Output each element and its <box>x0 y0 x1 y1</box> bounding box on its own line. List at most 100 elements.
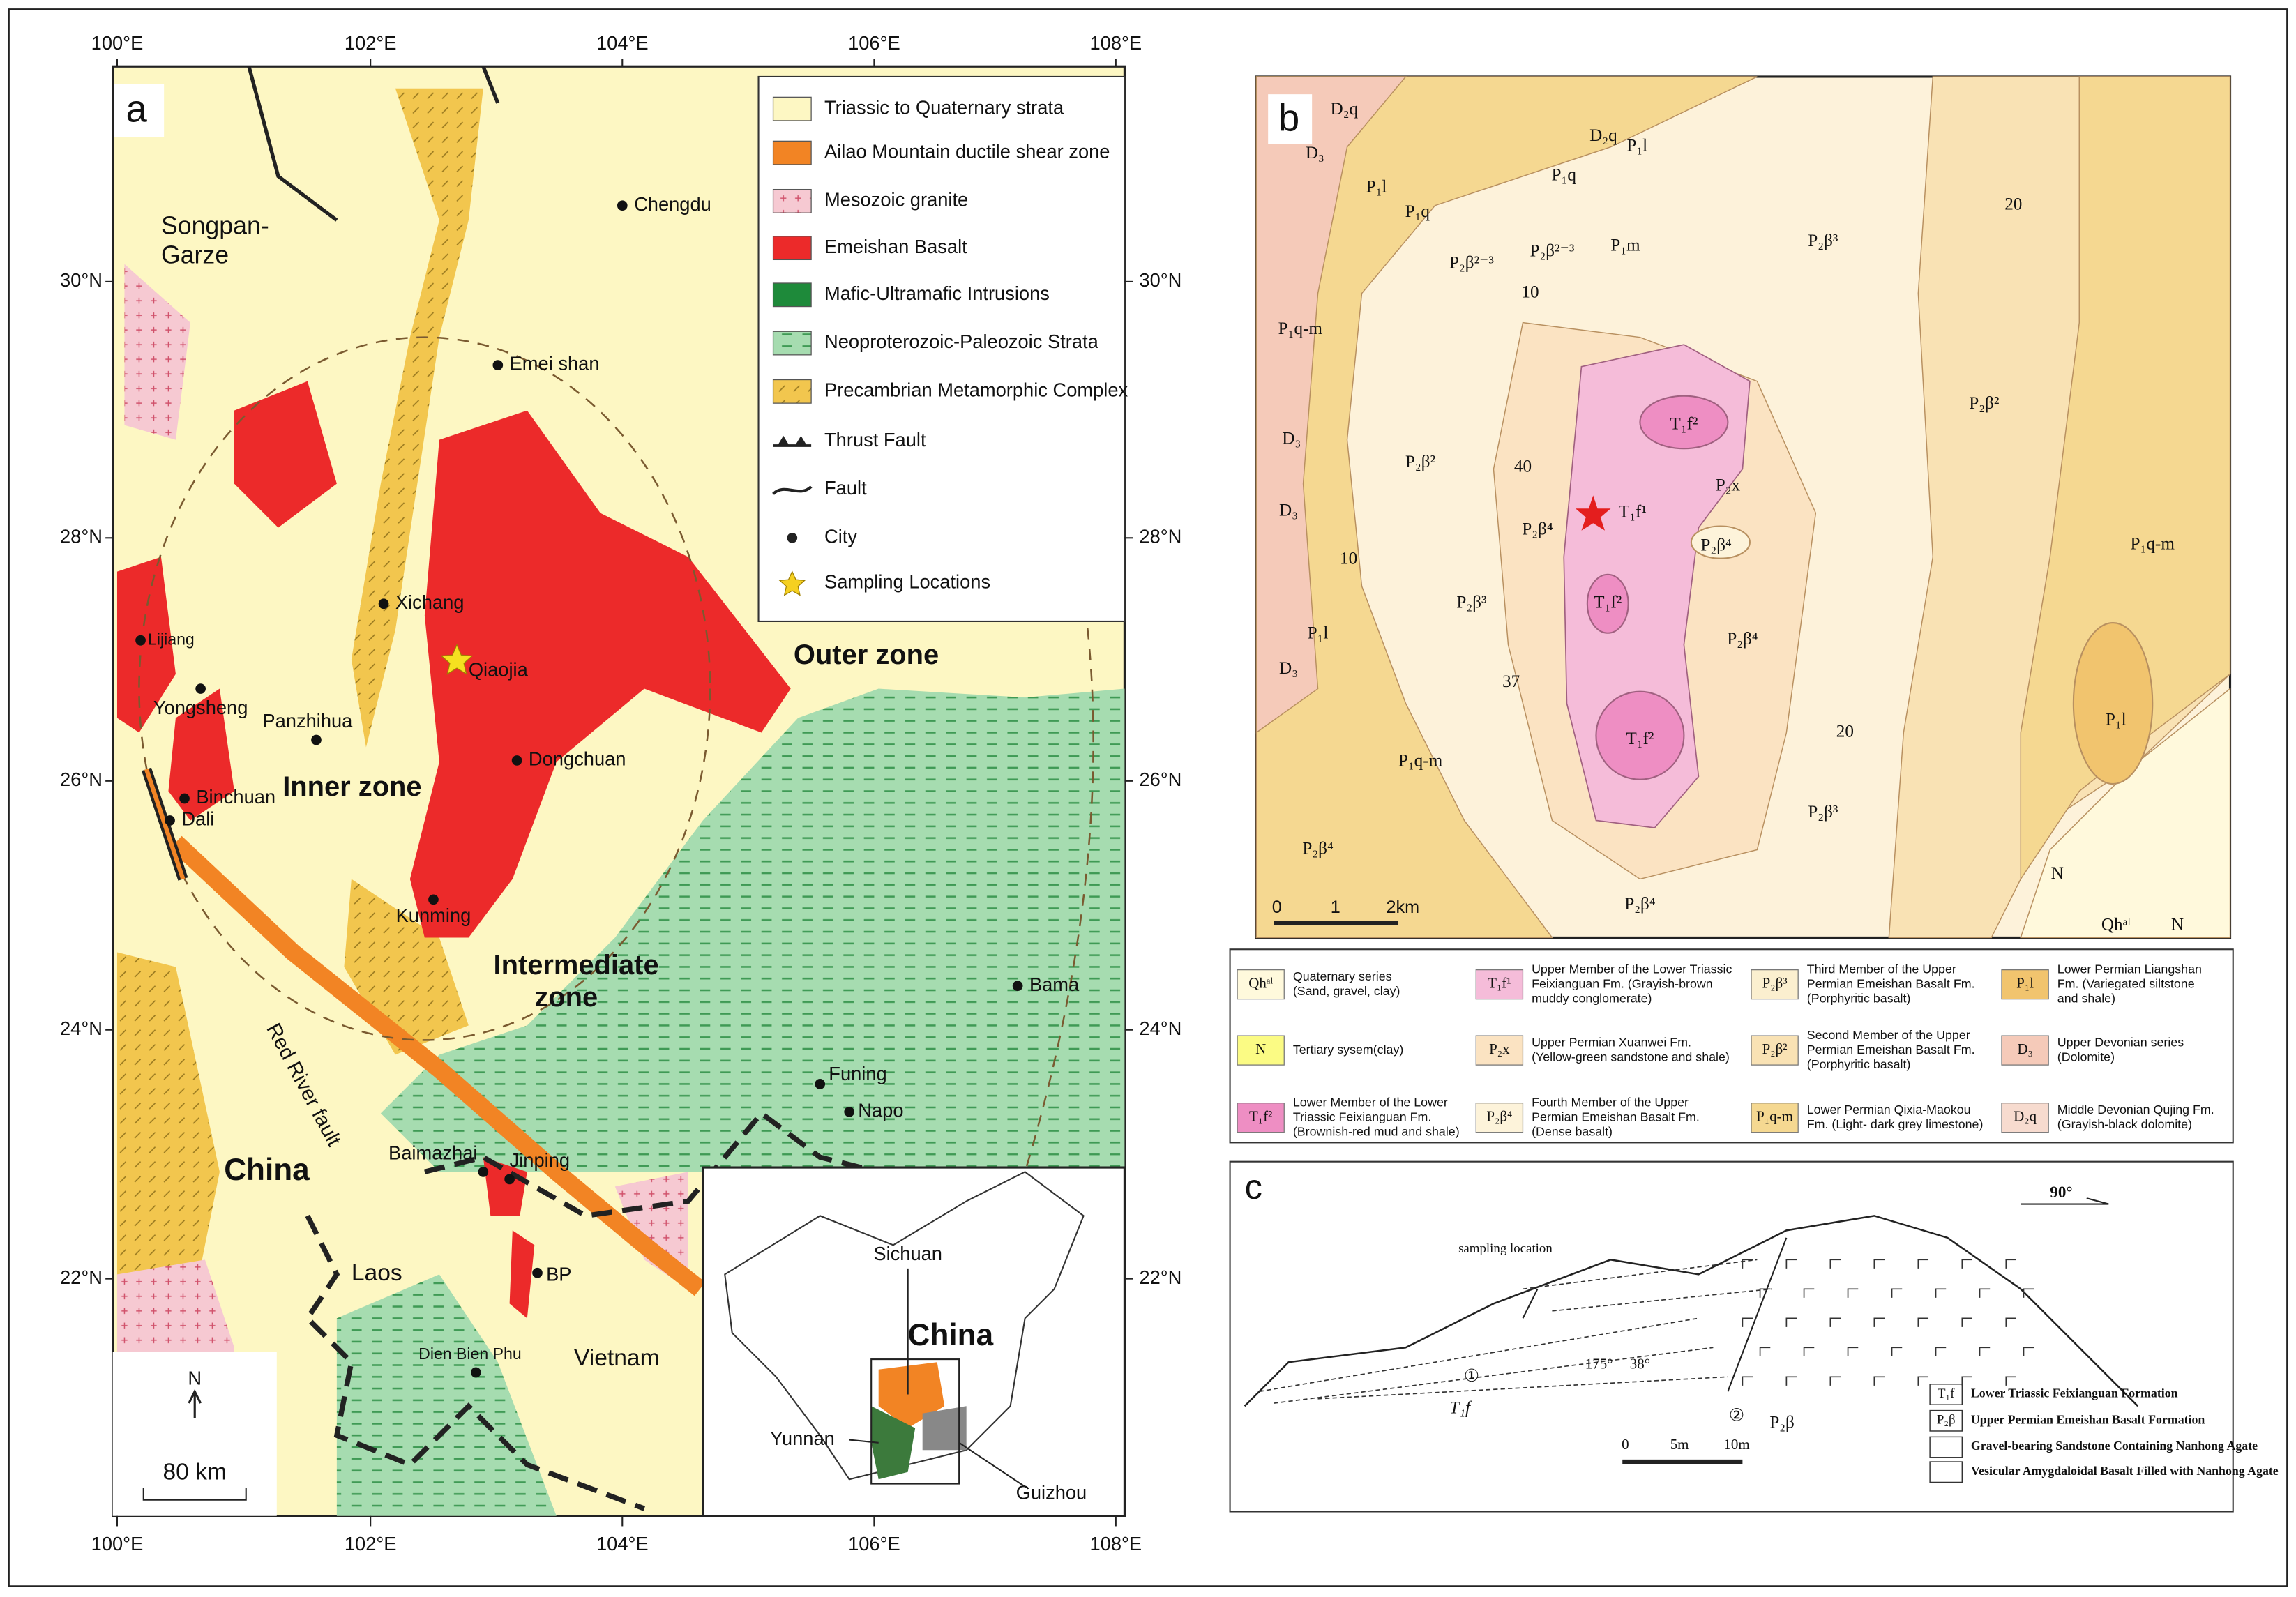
basalt-area <box>409 410 791 938</box>
scale-label: 1 <box>1331 898 1340 917</box>
legend-label: Upper Permian Emeishan Basalt Formation <box>1971 1412 2205 1426</box>
region-label: Songpan- <box>161 212 269 240</box>
legend-label: Lower Member of the Lower <box>1293 1095 1448 1109</box>
basalt-symbol <box>1891 1288 1903 1298</box>
city-marker <box>311 734 322 745</box>
unit-label: 20 <box>1836 722 1854 741</box>
legend-swatch <box>1237 969 1285 1000</box>
lon-tick-label: 106°E <box>848 1533 900 1554</box>
lon-tick-label: 100°E <box>91 1533 144 1554</box>
province-label: Guizhou <box>1016 1481 1087 1503</box>
lat-tick-label: 30°N <box>1139 269 1181 291</box>
national-border <box>304 1110 879 1511</box>
unit-label: P₂β⁴ <box>1522 520 1553 539</box>
legend-symbol <box>772 485 813 495</box>
unit-label: T₁f¹ <box>1619 502 1647 521</box>
lat-tick-label: 24°N <box>60 1017 103 1039</box>
unit-area <box>1255 76 1407 734</box>
formation-label: P₂β <box>1769 1413 1795 1432</box>
basalt-symbol <box>1935 1347 1947 1356</box>
legend-swatch <box>772 282 812 308</box>
city-label: Panzhihua <box>262 710 353 732</box>
city-label: Xichang <box>395 591 465 613</box>
basalt-area <box>234 381 337 528</box>
legend-label: Sampling Locations <box>824 571 990 593</box>
unit-area <box>2020 688 2231 939</box>
unit-area <box>1586 573 1629 634</box>
lat-tick-label: 30°N <box>60 269 103 291</box>
unit-label: T₁f² <box>1594 593 1622 612</box>
legend-label: Lower Permian Qixia-Maokou <box>1807 1103 1971 1117</box>
city-label: Dali <box>181 808 214 830</box>
basalt-symbol <box>1742 1376 1753 1386</box>
unit-label: T₁f² <box>1626 729 1654 748</box>
legend-symbol: T₁f² <box>1249 1108 1272 1125</box>
city-label: BP <box>546 1264 571 1285</box>
city-label: Dien Bien Phu <box>418 1345 522 1363</box>
legend-symbol: D₃ <box>2017 1040 2032 1057</box>
legend-label: Fm. (Light- dark grey limestone) <box>1807 1117 1984 1131</box>
formation-label: T₁f <box>1449 1398 1472 1417</box>
city-label: Lijiang <box>148 630 195 648</box>
unit-label: P₁q <box>1552 165 1577 184</box>
basalt-symbol <box>2005 1259 2016 1269</box>
unit-label: P₁l <box>1308 624 1329 643</box>
unit-label: P₂β⁴ <box>1302 839 1334 858</box>
legend-label: Neoproterozoic-Paleozoic Strata <box>824 331 1099 352</box>
basalt-symbol <box>1847 1288 1859 1298</box>
basalt-symbol <box>1742 1317 1753 1327</box>
scale-label: 80 km <box>163 1460 227 1485</box>
legend-swatch <box>1929 1461 1963 1483</box>
unit-label: P₁l <box>1366 177 1387 196</box>
unit-label: T₁f² <box>1670 414 1698 433</box>
panel-c-section <box>1229 1160 2234 1513</box>
legend-label: Upper Permian Xuanwei Fm. <box>1532 1035 1691 1049</box>
unit-label: N <box>2051 864 2064 883</box>
legend-symbol: P₂β² <box>1762 1040 1788 1057</box>
legend-swatch <box>772 331 812 356</box>
basalt-symbol <box>1917 1317 1929 1327</box>
scale-label: 0 <box>1272 898 1282 917</box>
legend-symbol: Qhᵃˡ <box>1248 974 1273 991</box>
city-marker <box>617 200 628 211</box>
zone-label: Outer zone <box>794 639 939 670</box>
legend-label: Permian Emeishan Basalt Fm. <box>1807 1043 1975 1057</box>
legend-symbol: P₂x <box>1489 1040 1510 1057</box>
lat-tick-label: 28°N <box>1139 525 1181 547</box>
unit-label: P₁q-m <box>1278 319 1323 338</box>
basalt-symbol <box>1829 1317 1841 1327</box>
china-outline <box>724 1171 1085 1481</box>
basalt-symbol <box>2023 1288 2034 1298</box>
lat-tick-label: 26°N <box>1139 769 1181 790</box>
legend-label: (Porphyritic basalt) <box>1807 1057 1911 1071</box>
sampling-star <box>1576 495 1611 531</box>
inset-country-label: China <box>908 1318 994 1352</box>
sampling-star <box>440 643 474 675</box>
legend-label: Permian Emeishan Basalt Fm. <box>1532 1110 1700 1123</box>
unit-label: D₂q <box>1331 100 1359 119</box>
unit-number: ② <box>1729 1406 1745 1425</box>
unit-area <box>1595 690 1685 780</box>
sampling-label: sampling location <box>1458 1241 1553 1256</box>
sampling-leader <box>1522 1288 1539 1319</box>
direction-arrow <box>2021 1197 2109 1205</box>
panel-label-bg <box>1268 94 1313 144</box>
panel-label: b <box>1278 96 1299 139</box>
topographic-profile <box>1244 1215 2139 1407</box>
unit-label: P₁m <box>1610 236 1640 255</box>
basalt-symbol <box>1917 1259 1929 1269</box>
city-label: Qiaojia <box>469 659 529 681</box>
basalt-symbol <box>1979 1288 1991 1298</box>
legend-swatch <box>772 140 812 165</box>
basalt-symbol <box>1785 1259 1797 1269</box>
panel-label: a <box>126 88 148 130</box>
unit-label: 10 <box>1521 282 1539 301</box>
unit-label: Qhᵃˡ <box>2101 915 2131 934</box>
panel-label-bg <box>114 84 165 137</box>
basalt-symbol <box>1873 1259 1885 1269</box>
legend-label: Ailao Mountain ductile shear zone <box>824 140 1110 162</box>
neoproterozoic-area <box>380 688 1125 1172</box>
legend-swatch <box>772 236 812 261</box>
city-label: Jinping <box>510 1149 570 1171</box>
